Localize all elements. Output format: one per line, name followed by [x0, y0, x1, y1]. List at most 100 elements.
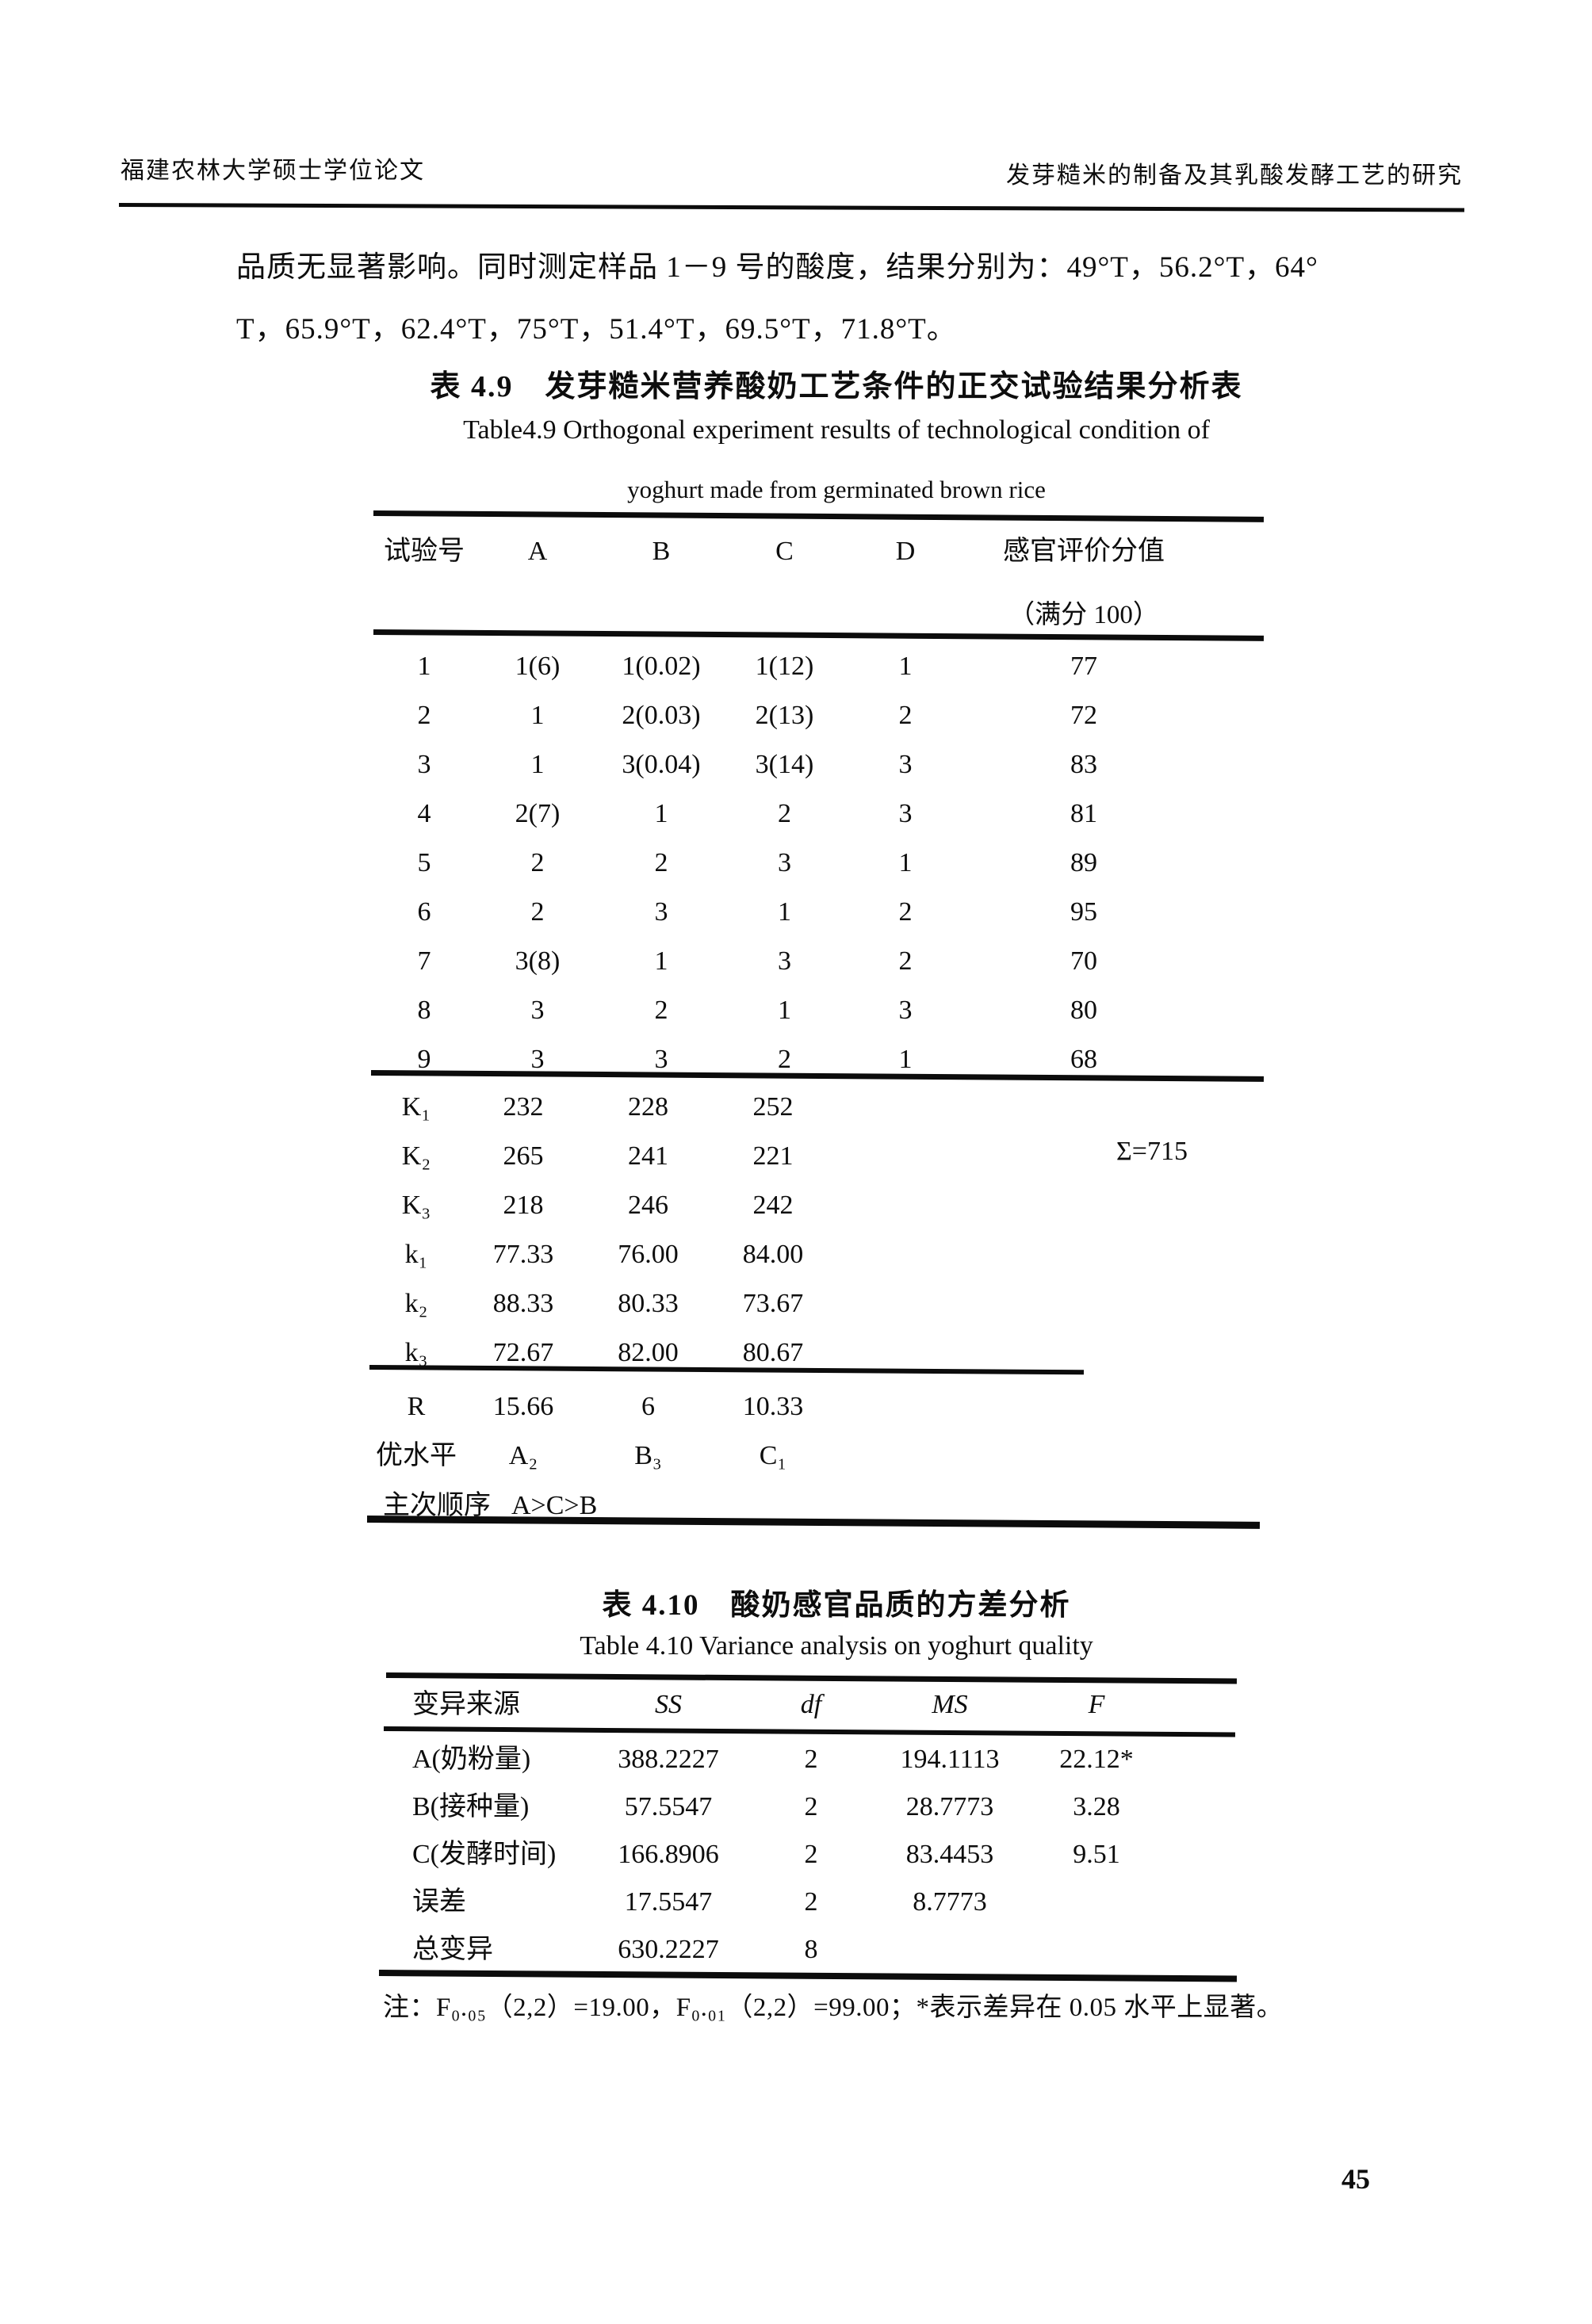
cell: 5	[417, 848, 431, 877]
cell: 8	[804, 1935, 818, 1964]
cell: 72	[1070, 701, 1097, 730]
cell: 1	[654, 946, 668, 976]
table-row: 1 1(6) 1(0.02) 1(12) 1 77	[373, 642, 1276, 691]
cell: 194.1113	[900, 1745, 1000, 1774]
cell: 88.33	[492, 1289, 554, 1318]
cell: C(发酵时间)	[412, 1840, 557, 1869]
cell: 228	[628, 1092, 668, 1122]
table49-header-row: 试验号 A B C D 感官评价分值	[373, 528, 1276, 575]
table410-top-rule	[385, 1672, 1237, 1684]
cell: 2	[778, 1045, 791, 1074]
cell: 80.67	[742, 1338, 804, 1367]
cell: 6	[641, 1392, 655, 1421]
column-header: df	[800, 1690, 822, 1719]
table-row: 5 2 2 3 1 89	[373, 839, 1276, 888]
cell: 80.33	[618, 1289, 679, 1318]
cell: 28.7773	[905, 1792, 994, 1821]
cell: 218	[503, 1191, 544, 1220]
table410-title-en: Table 4.10 Variance analysis on yoghurt …	[580, 1631, 1093, 1661]
table49-title-en-line1: Table4.9 Orthogonal experiment results o…	[463, 415, 1210, 445]
cell: 1	[778, 897, 791, 927]
cell: 73.67	[742, 1289, 804, 1318]
cell: 95	[1070, 897, 1097, 927]
cell: 3	[898, 750, 913, 779]
cell: k₃	[404, 1338, 428, 1367]
cell: 3	[530, 1045, 545, 1074]
cell: 2	[654, 996, 668, 1025]
cell: 82.00	[618, 1338, 679, 1367]
cell: 1(0.02)	[622, 652, 701, 681]
score-subheader: （满分 100）	[1008, 601, 1159, 629]
cell: 3	[654, 897, 668, 927]
table49-body: 1 1(6) 1(0.02) 1(12) 1 77 2 1 2(0.03) 2(…	[0, 642, 1592, 1084]
cell: 2(13)	[755, 701, 814, 730]
cell: 388.2227	[618, 1745, 719, 1774]
cell: 优水平	[376, 1441, 457, 1470]
page-number: 45	[1341, 2163, 1370, 2195]
cell: k₂	[404, 1289, 428, 1318]
cell: 3	[417, 750, 431, 779]
table49-top-rule	[373, 510, 1264, 522]
cell	[1021, 1879, 1172, 1926]
cell: 83.4453	[905, 1840, 994, 1869]
table49-k-stats: K₁ 232 228 252 K₂ 265 241 221 K₃ 218 246…	[0, 1083, 1592, 1378]
cell: 3(14)	[755, 750, 814, 779]
table-row: 6 2 3 1 2 95	[373, 888, 1276, 937]
cell: 2	[654, 848, 668, 877]
cell: 1	[778, 996, 791, 1025]
factor-order-row: 主次顺序 A>C>B	[383, 1484, 597, 1528]
cell: 1	[898, 652, 913, 681]
cell: 9.51	[1073, 1840, 1120, 1869]
cell: 77.33	[492, 1240, 554, 1269]
running-header-left: 福建农林大学硕士学位论文	[121, 158, 425, 184]
stat-row: K₁ 232 228 252	[373, 1083, 928, 1132]
cell: R	[407, 1392, 426, 1421]
cell: 1(12)	[755, 652, 814, 681]
cell: 84.00	[742, 1240, 804, 1269]
header-divider-rule	[118, 203, 1464, 212]
table49-title-cn: 表 4.9 发芽糙米营养酸奶工艺条件的正交试验结果分析表	[430, 370, 1243, 403]
cell: 166.8906	[618, 1840, 719, 1869]
cell: 2	[778, 799, 791, 828]
cell: 3	[654, 1045, 668, 1074]
cell: 10.33	[742, 1392, 804, 1421]
cell: 3(8)	[515, 946, 561, 976]
cell: 2	[804, 1840, 818, 1869]
table-row: 8 3 2 1 3 80	[373, 986, 1276, 1035]
cell: k₁	[404, 1240, 428, 1269]
range-row: R 15.66 6 10.33	[373, 1382, 928, 1431]
cell	[878, 1926, 1021, 1974]
column-header: B	[652, 537, 671, 566]
table-row: 2 1 2(0.03) 2(13) 2 72	[373, 691, 1276, 740]
cell: 3	[778, 946, 791, 976]
column-header: SS	[655, 1690, 682, 1719]
column-header: F	[1088, 1690, 1105, 1719]
cell: 3(0.04)	[622, 750, 701, 779]
cell: 2(0.03)	[622, 701, 701, 730]
cell: 2(7)	[515, 799, 561, 828]
table410-title-cn: 表 4.10 酸奶感官品质的方差分析	[602, 1589, 1071, 1622]
cell: 22.12*	[1059, 1745, 1134, 1774]
cell: 9	[417, 1045, 431, 1074]
cell: 630.2227	[618, 1935, 719, 1964]
cell: 77	[1070, 652, 1097, 681]
table-row: 总变异 630.2227 8	[379, 1926, 1237, 1974]
stat-row: k₁ 77.33 76.00 84.00	[373, 1230, 928, 1279]
cell: 221	[752, 1141, 794, 1171]
column-header: 试验号	[384, 537, 465, 566]
cell: 68	[1070, 1045, 1097, 1074]
cell: 4	[417, 799, 431, 828]
factor-order-label: 主次顺序	[383, 1491, 491, 1520]
cell: K₂	[401, 1141, 431, 1171]
cell: 17.5547	[624, 1887, 713, 1917]
cell: 1	[898, 1045, 913, 1074]
cell: 1	[417, 652, 431, 681]
factor-order-value: A>C>B	[511, 1491, 598, 1520]
cell: A₂	[508, 1441, 538, 1470]
cell: 81	[1070, 799, 1097, 828]
cell: 241	[628, 1141, 668, 1171]
cell: 6	[417, 897, 431, 927]
cell: 误差	[412, 1887, 466, 1917]
cell: B(接种量)	[412, 1792, 530, 1821]
